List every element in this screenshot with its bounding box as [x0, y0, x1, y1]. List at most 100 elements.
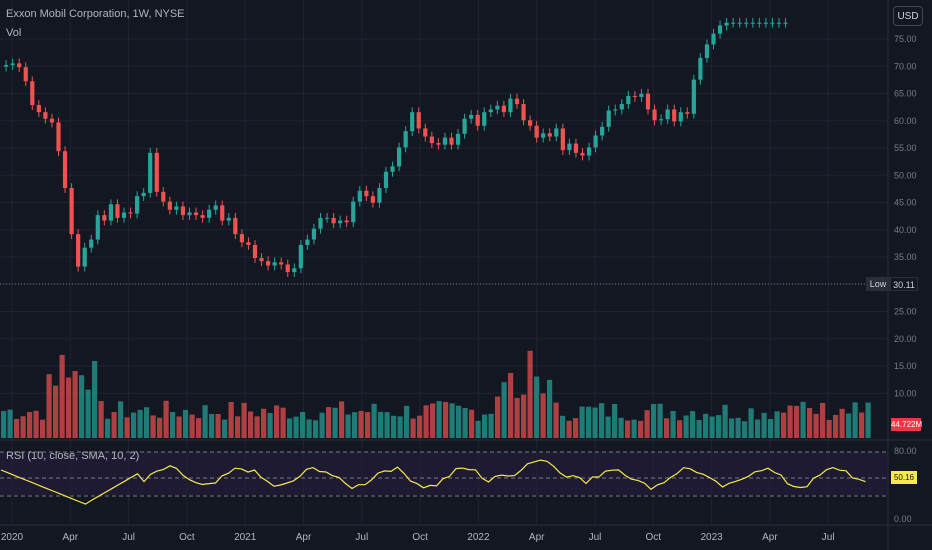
volume-bar: [131, 412, 137, 438]
volume-bar: [859, 412, 865, 438]
candle-body: [724, 22, 729, 26]
candle-body: [390, 166, 395, 172]
volume-bar: [677, 420, 683, 438]
candle-body: [403, 131, 408, 148]
candle-body: [783, 22, 788, 24]
candle-body: [17, 63, 22, 68]
price-tick-label: 40.00: [894, 225, 917, 235]
volume-bar: [358, 410, 364, 438]
rsi-legend[interactable]: RSI (10, close, SMA, 10, 2): [6, 450, 140, 462]
candle-body: [482, 112, 487, 126]
candle-body: [508, 98, 513, 113]
candle-body: [397, 147, 402, 167]
volume-bar: [657, 403, 663, 438]
volume-bar: [196, 418, 202, 438]
volume-bar: [820, 402, 826, 438]
volume-bar: [683, 415, 689, 438]
volume-bar: [92, 361, 98, 438]
candle-body: [43, 112, 48, 119]
volume-bar: [781, 412, 787, 438]
price-tick-label: 35.00: [894, 252, 917, 262]
volume-bar: [371, 403, 377, 438]
volume-bar: [553, 402, 559, 438]
volume-bar: [638, 420, 644, 438]
volume-bar: [170, 412, 176, 438]
volume-bar: [475, 420, 481, 438]
volume-bar: [274, 405, 280, 438]
candle-body: [423, 128, 428, 137]
volume-bar: [443, 401, 449, 438]
volume-bar: [807, 407, 813, 438]
price-tick-label: 20.00: [894, 334, 917, 344]
volume-bar: [241, 402, 247, 438]
price-tick-label: 15.00: [894, 361, 917, 371]
volume-bar: [462, 407, 468, 438]
candle-body: [285, 264, 290, 273]
volume-bar: [774, 411, 780, 438]
candle-body: [128, 212, 133, 214]
candle-body: [488, 109, 493, 113]
volume-bar: [410, 418, 416, 438]
volume-legend[interactable]: Vol: [6, 27, 22, 39]
volume-bar: [280, 407, 286, 438]
volume-bar: [14, 418, 20, 438]
time-axis-label: Apr: [762, 532, 778, 543]
candle-body: [560, 128, 565, 151]
symbol-title[interactable]: Exxon Mobil Corporation, 1W, NYSE: [6, 8, 185, 20]
volume-bar: [605, 416, 611, 438]
candle-body: [541, 133, 546, 138]
volume-bar: [586, 406, 592, 438]
volume-bar: [417, 415, 423, 438]
candle-body: [567, 143, 572, 151]
candle-body: [200, 215, 205, 218]
candle-body: [298, 244, 303, 269]
candle-body: [344, 220, 349, 223]
candle-body: [547, 133, 552, 137]
candle-body: [528, 120, 533, 126]
price-tick-label: 50.00: [894, 170, 917, 180]
volume-bar: [469, 409, 475, 438]
rsi-tick-label: 0.00: [894, 514, 912, 524]
volume-bar: [144, 407, 150, 438]
volume-bar: [768, 419, 774, 438]
candle-body: [469, 114, 474, 119]
currency-button[interactable]: USD: [893, 6, 923, 26]
candle-body: [318, 217, 323, 229]
volume-bar: [27, 412, 33, 438]
candle-body: [534, 125, 539, 138]
candle-body: [311, 228, 317, 240]
candle-body: [573, 143, 579, 153]
volume-bar: [722, 404, 728, 438]
time-axis-label: Apr: [296, 532, 312, 543]
volume-bar: [79, 375, 85, 438]
volume-bar: [560, 415, 566, 438]
candle-body: [442, 137, 448, 145]
volume-bar: [514, 397, 520, 438]
volume-bar: [826, 419, 832, 438]
candle-body: [632, 95, 637, 97]
candle-body: [161, 191, 166, 202]
volume-bar: [527, 350, 533, 438]
candle-body: [82, 247, 87, 267]
price-tick-label: 60.00: [894, 116, 917, 126]
volume-bar: [378, 411, 384, 438]
price-candles: [4, 17, 788, 277]
candle-body: [226, 217, 231, 221]
candle-body: [737, 22, 742, 24]
volume-bar: [397, 416, 403, 438]
candle-body: [757, 22, 762, 24]
volume-bar: [53, 385, 59, 438]
candle-body: [495, 105, 500, 110]
volume-bar: [592, 407, 598, 438]
candle-body: [410, 112, 415, 132]
volume-bar: [40, 419, 46, 438]
volume-bar: [352, 412, 358, 438]
candle-body: [141, 192, 146, 197]
volume-bar: [235, 416, 241, 438]
candle-body: [239, 234, 244, 243]
volume-bar: [66, 377, 72, 438]
volume-bar: [332, 407, 338, 438]
volume-bar: [651, 403, 657, 438]
volume-bar: [384, 412, 390, 438]
